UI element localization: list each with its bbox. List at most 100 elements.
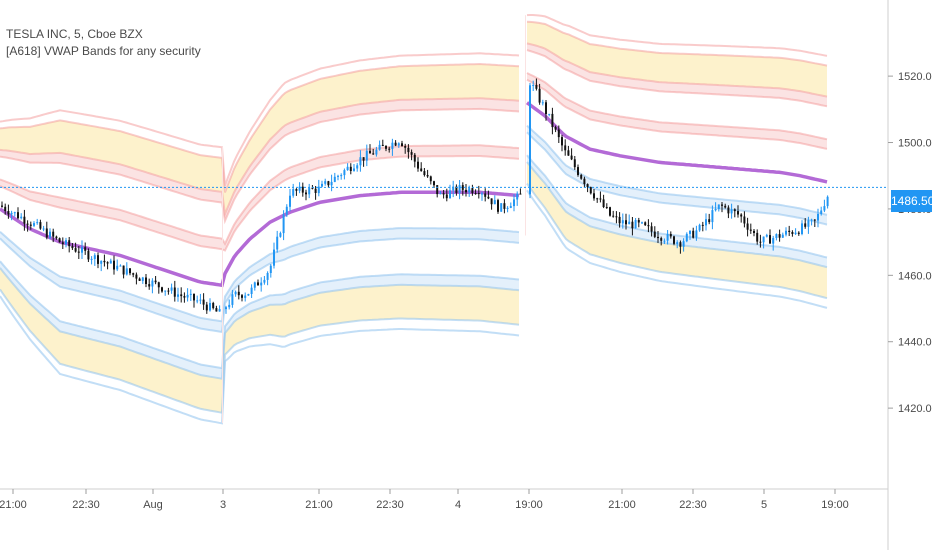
x-tick-label: 5 [761,499,767,511]
candle-body [775,234,778,238]
candle-body [199,299,202,301]
candle-body [436,185,439,195]
candle-body [733,209,736,212]
candle-body [237,291,240,296]
x-axis: 21:00 22:30 Aug 3 21:00 22:30 4 19:00 21:00 22:30… [0,489,849,511]
candle-body [769,235,771,244]
candle-body [333,176,336,182]
x-tick-label: 22:30 [376,499,404,511]
candle-body [183,296,186,298]
lower-outer-band-fill [527,162,827,299]
candle-body [433,181,435,186]
candle-body [705,219,707,226]
candle-body [253,282,256,288]
candle-body [804,223,807,227]
candle-body [573,159,576,168]
x-tick-label: 3 [220,499,226,511]
candle-body [391,142,394,149]
candle-body [29,224,32,226]
candle-body [97,255,99,264]
candle-body [551,113,554,128]
candle-body [225,307,227,310]
candle-body [141,277,144,281]
candle-body [407,147,410,153]
candle-body [669,234,672,237]
candle-body [743,216,746,224]
candle-body [356,165,359,169]
candle-body [71,246,74,249]
x-tick-label: 19:00 [515,499,543,511]
candle-body [218,309,221,312]
upper-inner-band-fill [527,73,827,149]
candles [1,78,829,314]
candle-body [477,193,480,195]
candle-body [634,220,637,229]
candle-body [244,295,247,298]
upper-band-line [0,144,520,246]
candle-body [81,247,83,253]
candle-body [429,176,432,182]
candle-body [676,242,679,244]
candle-body [631,221,634,229]
vwap-line [525,101,828,184]
candle-body [685,233,688,242]
candle-body [52,231,55,237]
upper-band-line [526,14,828,57]
candle-body [708,219,711,223]
candle-body [413,154,416,162]
lower-band-line [0,288,520,414]
candle-body [650,226,653,232]
candle-body [289,195,291,207]
candle-body [756,232,759,242]
candle-body [506,207,509,209]
x-tick-label: 22:30 [679,499,707,511]
candle-body [340,175,343,177]
candle-body [257,282,259,286]
candle-body [765,235,768,237]
candle-body [721,204,723,206]
candle-body [452,186,455,191]
candle-body [778,234,781,238]
upper-band-line [526,78,828,150]
candle-body [394,142,397,146]
candle-body [657,236,659,239]
candle-body [679,242,682,247]
candle-body [567,150,570,156]
candle-body [65,240,67,245]
candle-body [138,278,141,281]
candle-body [788,230,791,232]
candle-body [794,232,797,234]
candle-body [205,304,208,311]
candle-body [263,279,266,283]
candle-body [212,303,215,309]
candle-body [189,293,192,295]
candle-body [746,223,749,230]
candle-body [55,236,58,239]
candle-body [164,290,167,292]
candle-body [599,198,602,200]
candle-body [285,206,288,215]
upper-band-line [526,72,828,141]
candle-body [621,220,624,224]
candle-body [343,170,346,176]
candle-body [423,171,426,175]
candle-body [503,203,506,209]
lower-band-line [526,189,828,309]
candle-body [33,223,35,226]
candle-body [628,221,631,225]
candle-body [401,143,403,146]
candle-body [317,186,320,194]
upper-band-line [526,49,828,108]
candle-body [260,282,263,286]
candle-body [695,230,698,238]
candle-body [103,260,106,263]
candle-body [381,144,384,146]
candle-body [417,161,419,169]
candle-body [378,144,381,150]
upper-inner-band-fill [0,145,519,251]
candle-body [759,241,762,243]
candle-body [177,294,179,297]
lower-outer-band-fill [0,267,519,413]
candle-body [458,185,461,193]
candle-body [250,287,253,294]
